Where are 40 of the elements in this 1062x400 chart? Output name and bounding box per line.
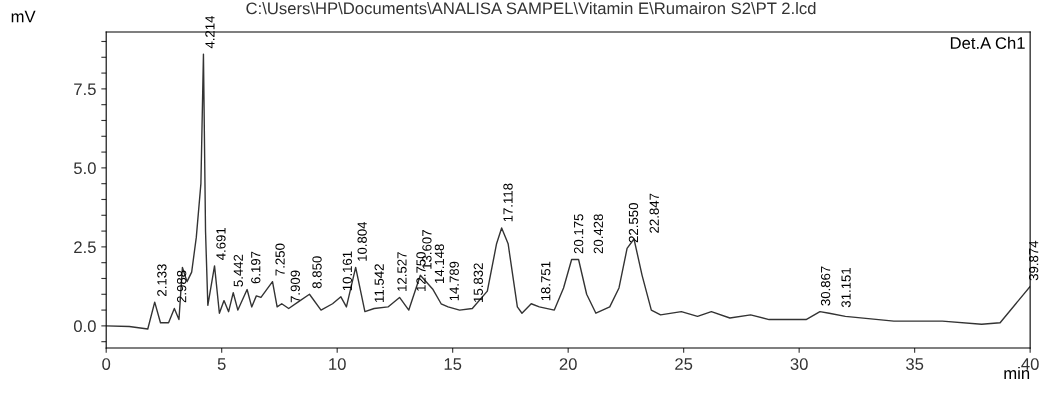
x-tick-label: 25 — [675, 358, 693, 370]
annotation: 20.175 — [573, 214, 584, 254]
y-axis-title: mV — [11, 10, 36, 23]
annotation: 22.550 — [628, 203, 639, 243]
annotation: 10.804 — [357, 221, 367, 261]
annotation: 2.988 — [176, 270, 187, 303]
annotation: 7.909 — [290, 270, 300, 303]
x-tick-label: 0 — [102, 358, 111, 370]
annotation: 2.133 — [157, 264, 167, 296]
annotation: 18.751 — [541, 261, 551, 301]
y-tick-label: 0.0 — [73, 320, 96, 333]
y-tick-label: 7.5 — [74, 83, 96, 96]
annotation: 5.442 — [233, 254, 243, 287]
annotation: 8.850 — [312, 256, 322, 289]
annotation: 14.148 — [434, 244, 445, 283]
annotation: 14.789 — [449, 261, 459, 301]
chart-title: C:\Users\HP\Documents\ANALISA SAMPEL\Vitamin E\Rumairon S2\PT 2.lcd — [246, 2, 816, 15]
annotation: 4.214 — [205, 15, 215, 49]
annotation: 30.867 — [820, 266, 831, 306]
annotation: 17.118 — [503, 183, 513, 222]
annotation: 15.832 — [473, 263, 483, 302]
annotation: 39.874 — [1028, 240, 1039, 281]
annotation: 10.161 — [342, 251, 352, 291]
x-tick-label: 10 — [329, 358, 346, 370]
x-tick-label: 20 — [559, 358, 577, 370]
annotation: 31.151 — [841, 267, 851, 308]
x-tick-label: 30 — [790, 358, 808, 370]
annotation: 4.691 — [216, 227, 226, 260]
y-tick-label: 2.5 — [74, 241, 96, 254]
x-tick-label: 35 — [906, 358, 924, 370]
annotation: Det.A Ch1 — [950, 36, 1025, 49]
annotation: 22.847 — [649, 193, 659, 233]
annotation: 11.542 — [374, 264, 384, 302]
y-tick-label: 5.0 — [73, 162, 96, 175]
annotation: 12.527 — [397, 252, 407, 291]
x-tick-label: 15 — [444, 358, 462, 370]
x-tick-label: 5 — [217, 358, 226, 370]
annotation: 7.250 — [275, 243, 285, 276]
annotation: 6.197 — [251, 251, 261, 284]
annotation: 20.428 — [593, 214, 604, 254]
